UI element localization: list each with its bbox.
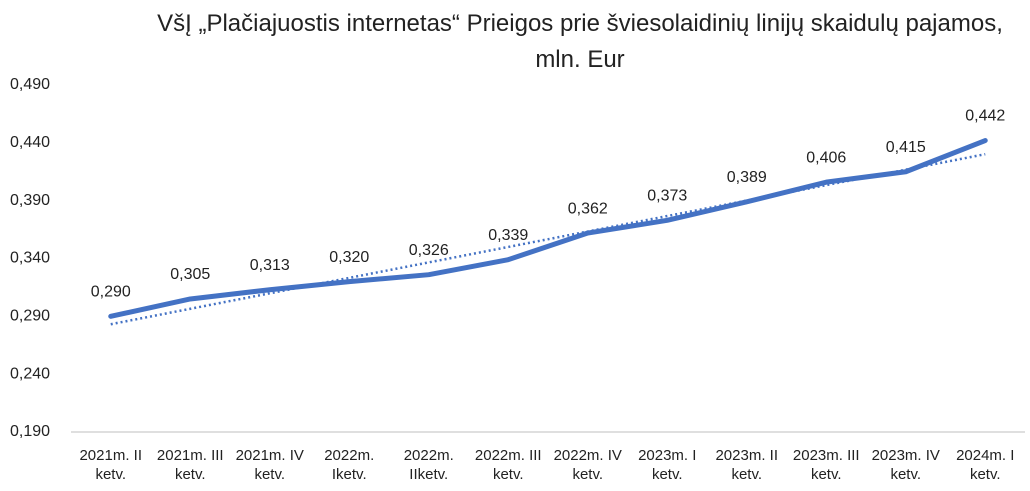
- y-tick-label: 0,440: [10, 134, 50, 151]
- data-label: 0,320: [329, 249, 369, 266]
- y-tick-label: 0,190: [10, 423, 50, 440]
- x-tick-label: 2021m. IV ketv.: [235, 447, 304, 483]
- data-label: 0,389: [727, 169, 767, 186]
- y-tick-label: 0,240: [10, 365, 50, 382]
- x-tick-label: 2024m. I ketv.: [956, 447, 1015, 483]
- x-tick-label: 2021m. III ketv.: [156, 447, 224, 483]
- y-tick-label: 0,490: [10, 76, 50, 93]
- x-tick-label: 2023m. I ketv.: [638, 447, 697, 483]
- x-tick-label: 2022m. Iketv.: [324, 447, 375, 483]
- y-tick-label: 0,390: [10, 192, 50, 209]
- data-label: 0,326: [409, 242, 449, 259]
- x-tick-label: 2023m. III ketv.: [792, 447, 860, 483]
- y-tick-label: 0,340: [10, 250, 50, 267]
- data-label: 0,406: [806, 149, 846, 166]
- trendline: [110, 152, 986, 326]
- x-tick-label: 2021m. II ketv.: [79, 447, 143, 483]
- x-tick-label: 2022m. III ketv.: [474, 447, 542, 483]
- data-label: 0,362: [568, 200, 608, 217]
- data-label: 0,305: [170, 266, 210, 283]
- x-tick-label: 2023m. IV ketv.: [871, 447, 940, 483]
- line: [108, 138, 988, 319]
- data-label: 0,290: [91, 284, 131, 301]
- data-label: 0,415: [886, 139, 926, 156]
- y-tick-label: 0,290: [10, 308, 50, 325]
- chart-title: VšĮ „Plačiajuostis internetas“ Prieigos …: [157, 10, 1003, 73]
- data-label: 0,442: [965, 108, 1005, 125]
- x-tick-label: 2022m. IV ketv.: [553, 447, 622, 483]
- data-label: 0,313: [250, 257, 290, 274]
- data-label: 0,339: [488, 227, 528, 244]
- data-label: 0,373: [647, 188, 687, 205]
- x-tick-label: 2023m. II ketv.: [715, 447, 779, 483]
- x-tick-label: 2022m. IIketv.: [403, 447, 454, 483]
